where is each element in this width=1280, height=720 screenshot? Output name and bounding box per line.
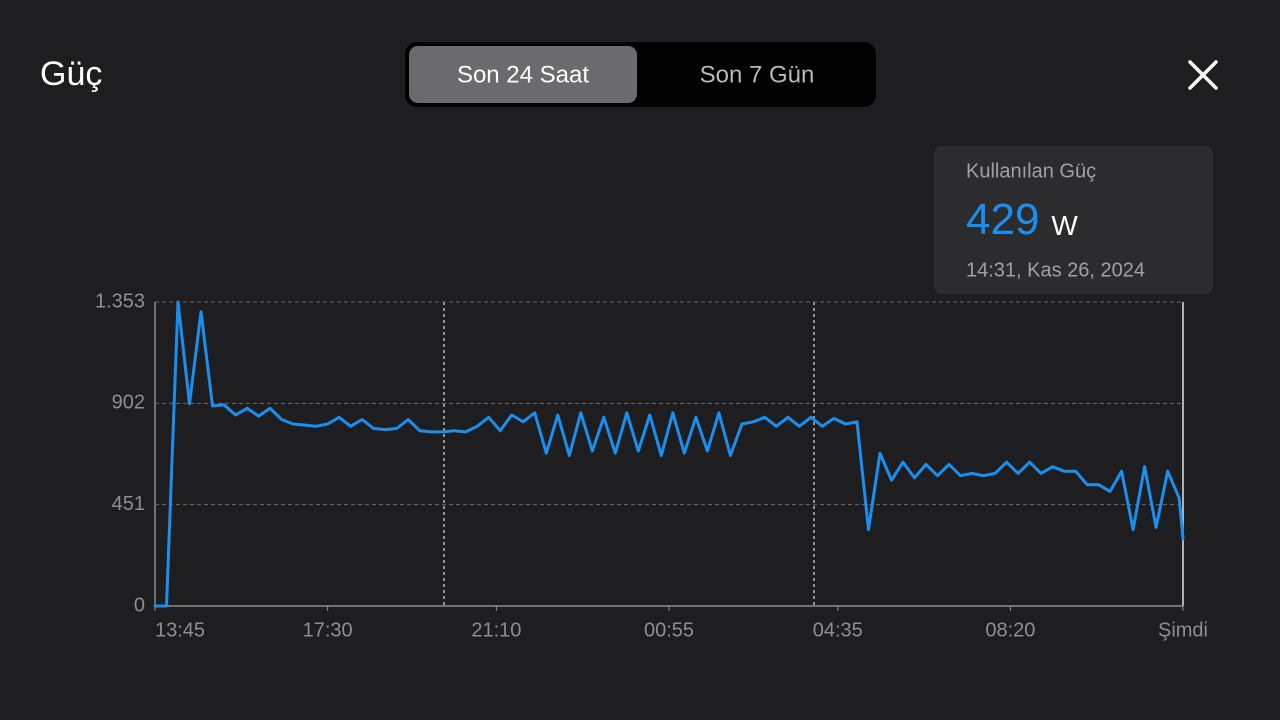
tab[interactable]: Son 7 Gün	[700, 61, 815, 88]
close-icon-stroke	[1188, 60, 1218, 90]
tooltip-unit: W	[1051, 210, 1078, 241]
x-tick-label: 21:10	[471, 619, 521, 641]
tooltip-value: 429	[966, 195, 1039, 244]
selected-tab-background	[409, 46, 637, 103]
x-tick-label: 00:55	[644, 619, 694, 641]
page-title: Güç	[40, 55, 102, 93]
tooltip	[934, 146, 1213, 294]
tooltip-time: 14:31, Kas 26, 2024	[966, 259, 1145, 281]
y-tick-label: 0	[134, 594, 145, 616]
tooltip-reading: 429 W	[966, 195, 1078, 244]
y-tick-label: 1.353	[95, 290, 145, 312]
y-tick-label: 451	[112, 493, 145, 515]
tooltip-label: Kullanılan Güç	[966, 160, 1096, 182]
chart: 0 451 902 1.353 13:45 17:30 21:10 00:55 04:35 08:…	[95, 290, 1208, 641]
power-line	[153, 300, 1185, 608]
x-tick-label: 13:45	[155, 619, 205, 641]
y-tick-label: 902	[112, 392, 145, 414]
x-tick-label: 08:20	[985, 619, 1035, 641]
x-tick-label: 04:35	[813, 619, 863, 641]
x-tick-label: Şimdi	[1158, 619, 1208, 641]
tab[interactable]: Son 24 Saat	[457, 61, 589, 88]
close-button[interactable]	[1188, 60, 1218, 90]
x-tick-label: 17:30	[303, 619, 353, 641]
